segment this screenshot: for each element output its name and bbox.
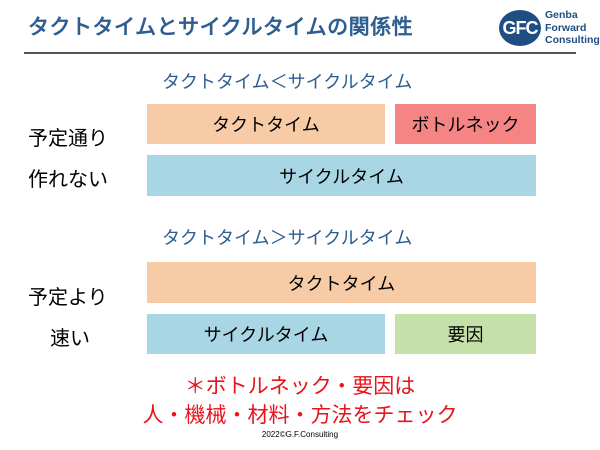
logo-line: Forward [545, 21, 587, 34]
case1-side-label: 予定通り [28, 126, 108, 150]
logo-line: Consulting [545, 34, 600, 46]
takt-time-bar: タクトタイム [147, 262, 536, 303]
company-logo: GFC Genba Forward Consulting [499, 7, 600, 49]
note-line: ＊ボトルネック・要因は [184, 374, 416, 398]
page-title: タクトタイムとサイクルタイムの関係性 [28, 15, 414, 39]
cycle-time-bar: サイクルタイム [147, 155, 536, 196]
logo-mark: GFC [499, 10, 541, 46]
copyright: 2022©G.F.Consulting [261, 430, 339, 439]
note-line: 人・機械・材料・方法をチェック [142, 403, 458, 427]
case2-side-label: 予定より [28, 285, 108, 309]
logo-text: Genba Forward Consulting [545, 9, 600, 47]
bottleneck-bar: ボトルネック [395, 104, 536, 144]
case2-heading: タクトタイム＞サイクルタイム [162, 228, 413, 249]
logo-line: Genba [545, 9, 578, 21]
takt-time-bar: タクトタイム [147, 104, 385, 144]
cycle-time-bar: サイクルタイム [147, 314, 385, 354]
case2-side-label: 速い [50, 326, 90, 350]
cause-bar: 要因 [395, 314, 536, 354]
case1-side-label: 作れない [28, 167, 108, 191]
title-divider [24, 52, 576, 54]
case1-heading: タクトタイム＜サイクルタイム [162, 72, 413, 93]
